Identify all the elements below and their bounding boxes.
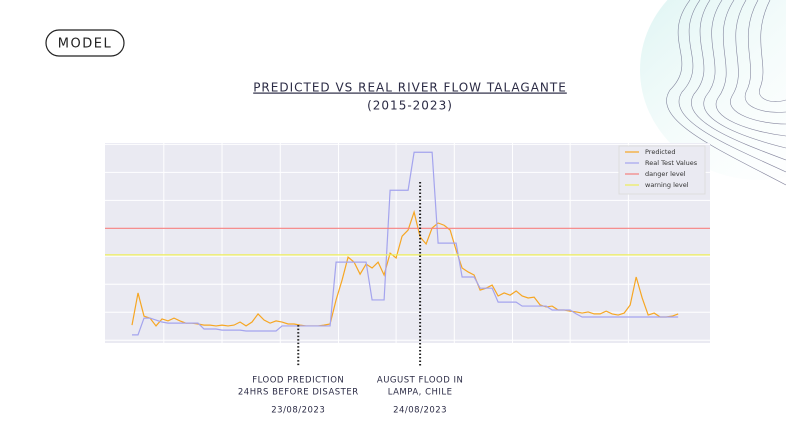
series-line bbox=[132, 151, 679, 336]
chart-title: PREDICTED VS REAL RIVER FLOW TALAGANTE bbox=[253, 81, 567, 95]
series-line bbox=[131, 209, 679, 327]
annotation-text: FLOOD PREDICTION bbox=[252, 376, 344, 386]
legend-box bbox=[618, 145, 706, 195]
badge-label: MODEL bbox=[58, 37, 112, 52]
annotation-date: 24/08/2023 bbox=[393, 406, 447, 416]
annotation-text: 24HRS BEFORE DISASTER bbox=[238, 388, 359, 398]
legend-label: danger level bbox=[645, 170, 686, 178]
legend-label: Predicted bbox=[645, 148, 676, 156]
chart-subtitle: (2015-2023) bbox=[367, 99, 453, 113]
decor-glow bbox=[640, 0, 786, 180]
decor-waves bbox=[666, 0, 786, 186]
annotation-text: AUGUST FLOOD IN bbox=[377, 376, 463, 386]
legend-label: warning level bbox=[645, 181, 689, 189]
annotation-text: LAMPA, CHILE bbox=[388, 388, 453, 398]
annotation-date: 23/08/2023 bbox=[271, 406, 325, 416]
plot-area bbox=[105, 143, 710, 343]
legend-label: Real Test Values bbox=[645, 159, 698, 167]
badge bbox=[45, 29, 125, 57]
